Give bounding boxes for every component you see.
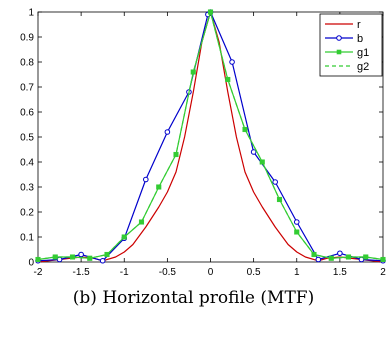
x-tick-label: 0 xyxy=(208,267,214,278)
y-tick-label: 0.4 xyxy=(20,158,34,169)
figure-caption: (b) Horizontal profile (MTF) xyxy=(0,288,387,308)
x-tick-label: -2 xyxy=(34,267,43,278)
series-point-b xyxy=(315,256,322,263)
y-tick-label: 0.2 xyxy=(20,208,34,219)
legend: rb g1 g2 xyxy=(319,13,383,77)
series-point-b xyxy=(272,179,278,185)
series-point-b xyxy=(293,219,300,225)
x-tick-label: -1 xyxy=(120,267,129,278)
y-tick-label: 0.5 xyxy=(20,133,34,144)
legend-label-g1: g1 xyxy=(357,47,369,59)
y-tick-label: 0.6 xyxy=(20,108,34,119)
series-point-b xyxy=(56,256,63,263)
series-point-b xyxy=(337,250,343,257)
caption-close: ) xyxy=(307,288,315,308)
x-tick-label: 1.5 xyxy=(333,267,347,278)
caption-label: (b) Horizontal profile ( xyxy=(72,288,268,308)
y-tick-label: 0.9 xyxy=(20,33,34,44)
series-line-g2 xyxy=(37,11,384,261)
series-point-b xyxy=(78,251,84,258)
y-tick-label: 0.3 xyxy=(20,183,34,194)
series-point-b xyxy=(164,129,171,135)
legend-label-g2: g2 xyxy=(357,61,369,73)
plot-series xyxy=(35,9,386,264)
y-tick-label: 0.7 xyxy=(20,83,34,94)
legend-box xyxy=(319,13,383,77)
x-tick-label: 2 xyxy=(380,267,386,278)
y-tick-label: 0 xyxy=(28,258,34,269)
series-point-g1 xyxy=(138,219,145,225)
legend-label-r: r xyxy=(357,19,361,31)
x-tick-label: 1 xyxy=(294,267,300,278)
series-point-b xyxy=(143,176,149,183)
series-point-b xyxy=(250,149,257,155)
caption-abbr: MTF xyxy=(267,288,308,308)
x-tick-label: 0.5 xyxy=(247,267,261,278)
legend-marker-g1 xyxy=(336,49,342,55)
series-point-b xyxy=(229,59,235,65)
legend-marker-b xyxy=(336,35,342,41)
legend-label-b: b xyxy=(357,33,363,45)
y-tick-label: 0.1 xyxy=(20,233,34,244)
y-tick-label: 0.8 xyxy=(20,58,34,69)
series-point-b xyxy=(99,257,106,264)
y-tick-label: 1 xyxy=(28,8,34,19)
mtf-chart: -2 -1.5 -1 -0.5 0 0.5 1 1.5 2 0 0.1 0.2 0.3 0.4 0.5 0.6… xyxy=(20,8,386,279)
x-tick-label: -1.5 xyxy=(73,267,91,278)
series-point-g1 xyxy=(104,251,110,258)
x-tick-label: -0.5 xyxy=(159,267,177,278)
series-point-b xyxy=(358,256,365,263)
